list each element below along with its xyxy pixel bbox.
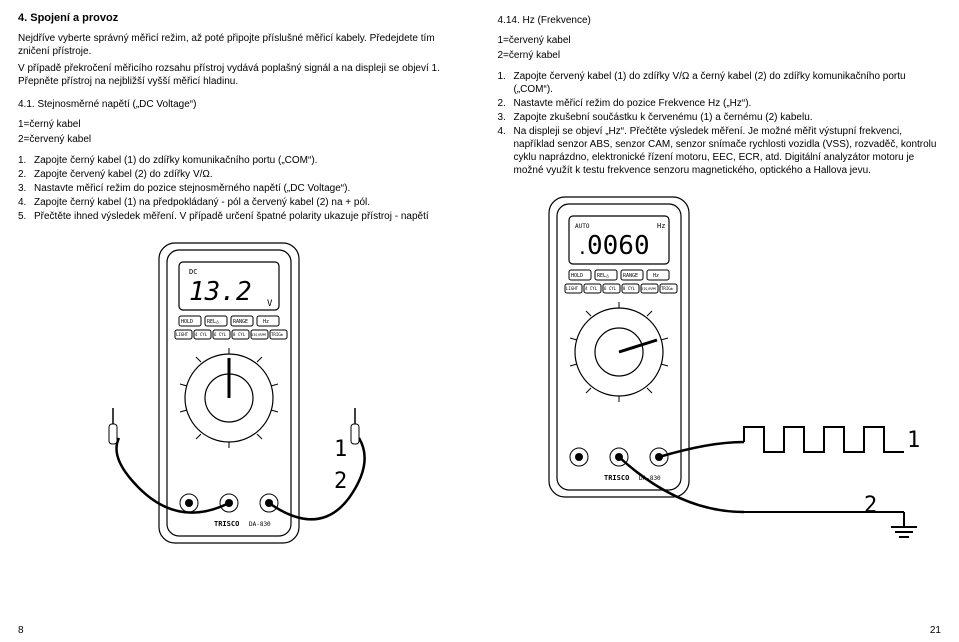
svg-text:6 CYL: 6 CYL (604, 286, 617, 291)
lcd-readout: 13.2 (189, 277, 252, 307)
svg-text:DIS/RPM: DIS/RPM (641, 287, 656, 291)
svg-text:HOLD: HOLD (571, 273, 583, 279)
step-num: 3. (498, 111, 514, 124)
probe-1-label: 1 (907, 428, 920, 453)
step-text: Nastavte měřicí režim do pozice Frekvenc… (514, 97, 942, 110)
kabel-1-left: 1=černý kabel (18, 119, 461, 130)
intro-2: V případě překročení měřicího rozsahu př… (18, 62, 461, 88)
left-column: 4. Spojení a provoz Nejdříve vyberte spr… (0, 0, 480, 642)
page-number-right: 21 (930, 625, 941, 636)
step-text: Přečtěte ihned výsledek měření. V případ… (34, 210, 461, 223)
svg-text:8 CYL: 8 CYL (623, 286, 636, 291)
svg-text:REL△: REL△ (597, 273, 609, 279)
step-text: Zapojte černý kabel (1) na předpokládaný… (34, 196, 461, 209)
probe-2-label: 2 (334, 469, 347, 494)
lcd-readout: 0060 (587, 231, 650, 261)
step-text: Nastavte měřicí režim do pozice stejnosm… (34, 182, 461, 195)
step-num: 2. (18, 168, 34, 181)
step-text: Na displeji se objeví „Hz“. Přečtěte výs… (514, 125, 942, 177)
auto-label: AUTO (575, 223, 590, 230)
step-num: 4. (18, 196, 34, 209)
step-num: 5. (18, 210, 34, 223)
step-num: 1. (18, 154, 34, 167)
probe-2-label: 2 (864, 493, 877, 518)
svg-text:TRIG±: TRIG± (271, 332, 284, 337)
heading-left: 4. Spojení a provoz (18, 12, 461, 24)
steps-left: 1.Zapojte černý kabel (1) do zdířky komu… (18, 153, 461, 224)
page-number-left: 8 (18, 625, 24, 636)
right-column: 4.14. Hz (Frekvence) 1=červený kabel 2=č… (480, 0, 959, 642)
multimeter-left-icon: DC 13.2 V HOLD REL△ RANGE Hz LIGHT 4 CYL… (89, 238, 389, 578)
step-num: 4. (498, 125, 514, 177)
unit-label: V (267, 299, 273, 309)
multimeter-right-icon: AUTO Hz 0060 . HOLD REL△ RANGE Hz LIGHT … (509, 192, 929, 552)
figure-right: AUTO Hz 0060 . HOLD REL△ RANGE Hz LIGHT … (498, 192, 942, 630)
step-text: Zapojte červený kabel (2) do zdířky V/Ω. (34, 168, 461, 181)
svg-text:Hz: Hz (263, 319, 269, 325)
brand-label: TRISCO (214, 520, 239, 528)
steps-right: 1.Zapojte červený kabel (1) do zdířky V/… (498, 69, 942, 178)
svg-text:LIGHT: LIGHT (566, 286, 579, 291)
page: 4. Spojení a provoz Nejdříve vyberte spr… (0, 0, 959, 642)
intro-1: Nejdříve vyberte správný měřicí režim, a… (18, 32, 461, 58)
step-num: 1. (498, 70, 514, 96)
svg-text:8 CYL: 8 CYL (233, 332, 246, 337)
svg-text:HOLD: HOLD (181, 319, 193, 325)
svg-text:Hz: Hz (653, 273, 659, 279)
svg-text:REL△: REL△ (207, 319, 219, 325)
brand-label: TRISCO (604, 474, 629, 482)
step-text: Zapojte červený kabel (1) do zdířky V/Ω … (514, 70, 942, 96)
model-label: DA-830 (249, 521, 271, 528)
svg-text:LIGHT: LIGHT (176, 332, 189, 337)
hz-label: Hz (657, 222, 665, 230)
kabel-1-right: 1=červený kabel (498, 35, 942, 46)
probe-1-label: 1 (334, 437, 347, 462)
svg-text:TRIG±: TRIG± (661, 286, 674, 291)
step-num: 2. (498, 97, 514, 110)
svg-text:.: . (577, 238, 588, 259)
svg-text:DIS/RPM: DIS/RPM (251, 333, 266, 337)
svg-text:6 CYL: 6 CYL (214, 332, 227, 337)
subheading-left: 4.1. Stejnosměrné napětí („DC Voltage“) (18, 98, 461, 111)
step-text: Zapojte zkušební součástku k červenému (… (514, 111, 942, 124)
kabel-2-left: 2=červený kabel (18, 134, 461, 145)
heading-right: 4.14. Hz (Frekvence) (498, 14, 942, 27)
svg-text:RANGE: RANGE (233, 319, 248, 325)
svg-text:4 CYL: 4 CYL (585, 286, 598, 291)
kabel-2-right: 2=černý kabel (498, 50, 942, 61)
dc-label: DC (189, 268, 197, 276)
step-num: 3. (18, 182, 34, 195)
figure-left: DC 13.2 V HOLD REL△ RANGE Hz LIGHT 4 CYL… (18, 238, 461, 630)
step-text: Zapojte černý kabel (1) do zdířky komuni… (34, 154, 461, 167)
svg-text:4 CYL: 4 CYL (195, 332, 208, 337)
svg-text:RANGE: RANGE (623, 273, 638, 279)
